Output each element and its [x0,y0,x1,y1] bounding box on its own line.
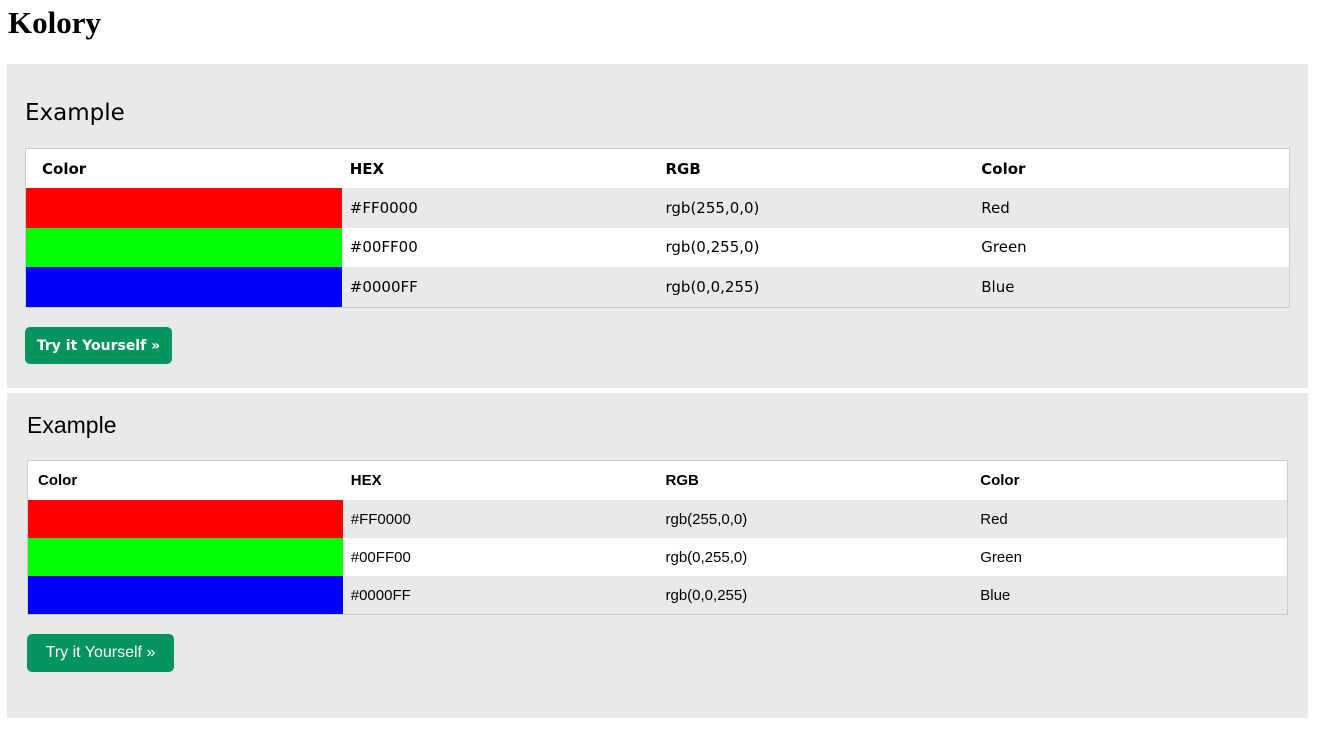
header-cell: HEX [349,159,385,178]
table-row: #00FF00 rgb(0,255,0) Green [28,538,1287,576]
example-panel: Example Color HEX RGB Color #FF0000 rgb(255,0,… [7,393,1308,718]
header-row: Color HEX RGB Color [28,461,1287,500]
header-cell: HEX [350,472,382,489]
color-swatch [26,227,342,267]
table-cell: Green [980,548,1022,566]
header-cell: Color [981,159,1026,178]
table-cell: rgb(0,0,255) [665,586,748,604]
table-cell: Red [981,198,1010,217]
table-row: #FF0000 rgb(255,0,0) Red [28,500,1287,538]
header-cell: RGB [665,159,701,178]
try-it-button[interactable]: Try it Yourself » [27,634,174,672]
header-cell: Color [980,472,1020,489]
example-panel: Example Color HEX RGB Color #FF0000 rgb(255,0,… [7,64,1308,388]
table-row: #0000FF rgb(0,0,255) Blue [26,267,1289,307]
table-cell: rgb(255,0,0) [665,510,748,528]
table-cell: #00FF00 [350,548,411,566]
table-cell: rgb(255,0,0) [665,198,760,217]
header-cell: Color [38,472,78,489]
table-cell: rgb(0,255,0) [665,238,760,257]
color-table: Color HEX RGB Color #FF0000 rgb(255,0,0) Red #0… [27,460,1288,615]
try-it-button[interactable]: Try it Yourself » [25,327,172,364]
table-cell: Red [980,510,1008,528]
table-row: #FF0000 rgb(255,0,0) Red [26,188,1289,228]
color-table: Color HEX RGB Color #FF0000 rgb(255,0,0) Red #0… [25,148,1290,308]
table-cell: rgb(0,0,255) [665,277,760,296]
table-cell: #0000FF [349,277,418,296]
table-row: #00FF00 rgb(0,255,0) Green [26,227,1289,267]
header-row: Color HEX RGB Color [26,149,1289,188]
example-heading: Example [25,100,125,126]
table-row: #0000FF rgb(0,0,255) Blue [28,576,1287,614]
table-cell: Green [981,238,1027,257]
table-cell: rgb(0,255,0) [665,548,748,566]
table-cell: #FF0000 [349,198,418,217]
color-swatch [26,188,342,228]
header-cell: RGB [665,472,699,489]
table-cell: #00FF00 [349,238,418,257]
color-swatch [28,500,343,538]
color-swatch [28,538,343,576]
table-cell: #0000FF [350,586,411,604]
page-title: Kolory [8,5,101,40]
example-heading: Example [27,412,117,438]
header-cell: Color [42,159,87,178]
table-cell: Blue [981,277,1015,296]
color-swatch [28,576,343,614]
color-swatch [26,267,342,307]
table-cell: Blue [980,586,1011,604]
table-cell: #FF0000 [350,510,411,528]
